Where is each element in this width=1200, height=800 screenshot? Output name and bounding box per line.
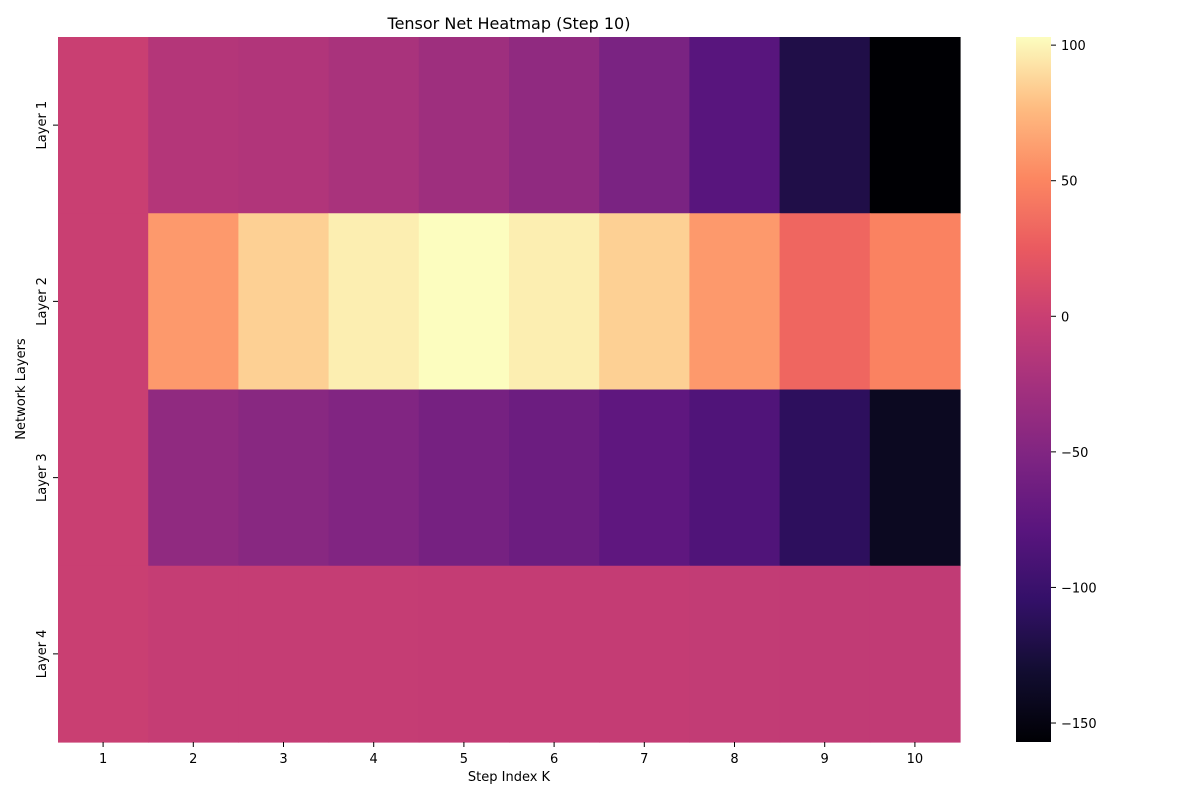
colorbar-tick-label: 50 — [1061, 175, 1078, 190]
heatmap-cell — [599, 37, 690, 214]
heatmap-cell — [509, 213, 600, 391]
heatmap-cell — [509, 565, 600, 743]
heatmap-cell — [689, 213, 781, 391]
heatmap-cell — [418, 213, 510, 391]
y-tick-label: Layer 4 — [35, 630, 50, 679]
x-tick-label: 5 — [460, 752, 468, 767]
x-tick-label: 1 — [99, 752, 107, 767]
heatmap-cell — [689, 389, 781, 567]
heatmap-cell — [238, 213, 330, 391]
heatmap-cell — [779, 213, 871, 391]
heatmap-cell — [418, 37, 510, 214]
y-axis: Layer 1 Layer 2 Layer 3 Layer 4 — [35, 101, 58, 678]
heatmap-cell — [58, 37, 149, 214]
x-tick-label: 2 — [189, 752, 197, 767]
x-tick-label: 4 — [370, 752, 378, 767]
heatmap-cell — [509, 37, 600, 214]
heatmap-cell — [869, 37, 961, 214]
colorbar-tick-label: −150 — [1061, 717, 1097, 732]
heatmap-cell — [148, 213, 239, 391]
heatmap-cell — [599, 565, 690, 743]
heatmap-cell — [238, 37, 330, 214]
heatmap-cell — [328, 37, 420, 214]
heatmap-cells — [58, 37, 961, 743]
x-tick-label: 7 — [640, 752, 648, 767]
colorbar: 100 50 0 −50 −100 −150 — [1016, 37, 1097, 742]
heatmap-cell — [779, 389, 871, 567]
heatmap-cell — [599, 389, 690, 567]
heatmap-cell — [779, 565, 871, 743]
heatmap-cell — [238, 565, 330, 743]
heatmap-cell — [779, 37, 871, 214]
x-axis: 1 2 3 4 5 6 7 8 9 10 — [99, 742, 923, 767]
heatmap-cell — [689, 565, 781, 743]
heatmap-cell — [148, 37, 239, 214]
heatmap-cell — [58, 565, 149, 743]
heatmap-cell — [148, 389, 239, 567]
heatmap-cell — [509, 389, 600, 567]
heatmap-cell — [148, 565, 239, 743]
x-tick-label: 9 — [821, 752, 829, 767]
x-tick-label: 10 — [907, 752, 924, 767]
heatmap-cell — [418, 389, 510, 567]
x-axis-label: Step Index K — [468, 770, 551, 785]
y-tick-label: Layer 2 — [35, 277, 50, 326]
colorbar-tick-label: −100 — [1061, 581, 1097, 596]
x-tick-label: 8 — [730, 752, 738, 767]
colorbar-gradient — [1016, 37, 1051, 742]
heatmap-cell — [328, 565, 420, 743]
colorbar-tick-label: −50 — [1061, 446, 1088, 461]
heatmap-cell — [58, 389, 149, 567]
heatmap-cell — [869, 389, 961, 567]
heatmap-cell — [869, 213, 961, 391]
y-tick-label: Layer 1 — [35, 101, 50, 150]
y-tick-label: Layer 3 — [35, 453, 50, 502]
x-tick-label: 6 — [550, 752, 558, 767]
heatmap-cell — [238, 389, 330, 567]
chart-title: Tensor Net Heatmap (Step 10) — [387, 14, 631, 33]
y-axis-label: Network Layers — [14, 338, 29, 440]
heatmap-cell — [599, 213, 690, 391]
x-tick-label: 3 — [279, 752, 287, 767]
heatmap-cell — [418, 565, 510, 743]
colorbar-tick-label: 100 — [1061, 39, 1086, 54]
heatmap-cell — [689, 37, 781, 214]
heatmap-cell — [328, 389, 420, 567]
colorbar-tick-label: 0 — [1061, 310, 1069, 325]
heatmap-cell — [58, 213, 149, 391]
heatmap-cell — [328, 213, 420, 391]
heatmap-cell — [869, 565, 961, 743]
